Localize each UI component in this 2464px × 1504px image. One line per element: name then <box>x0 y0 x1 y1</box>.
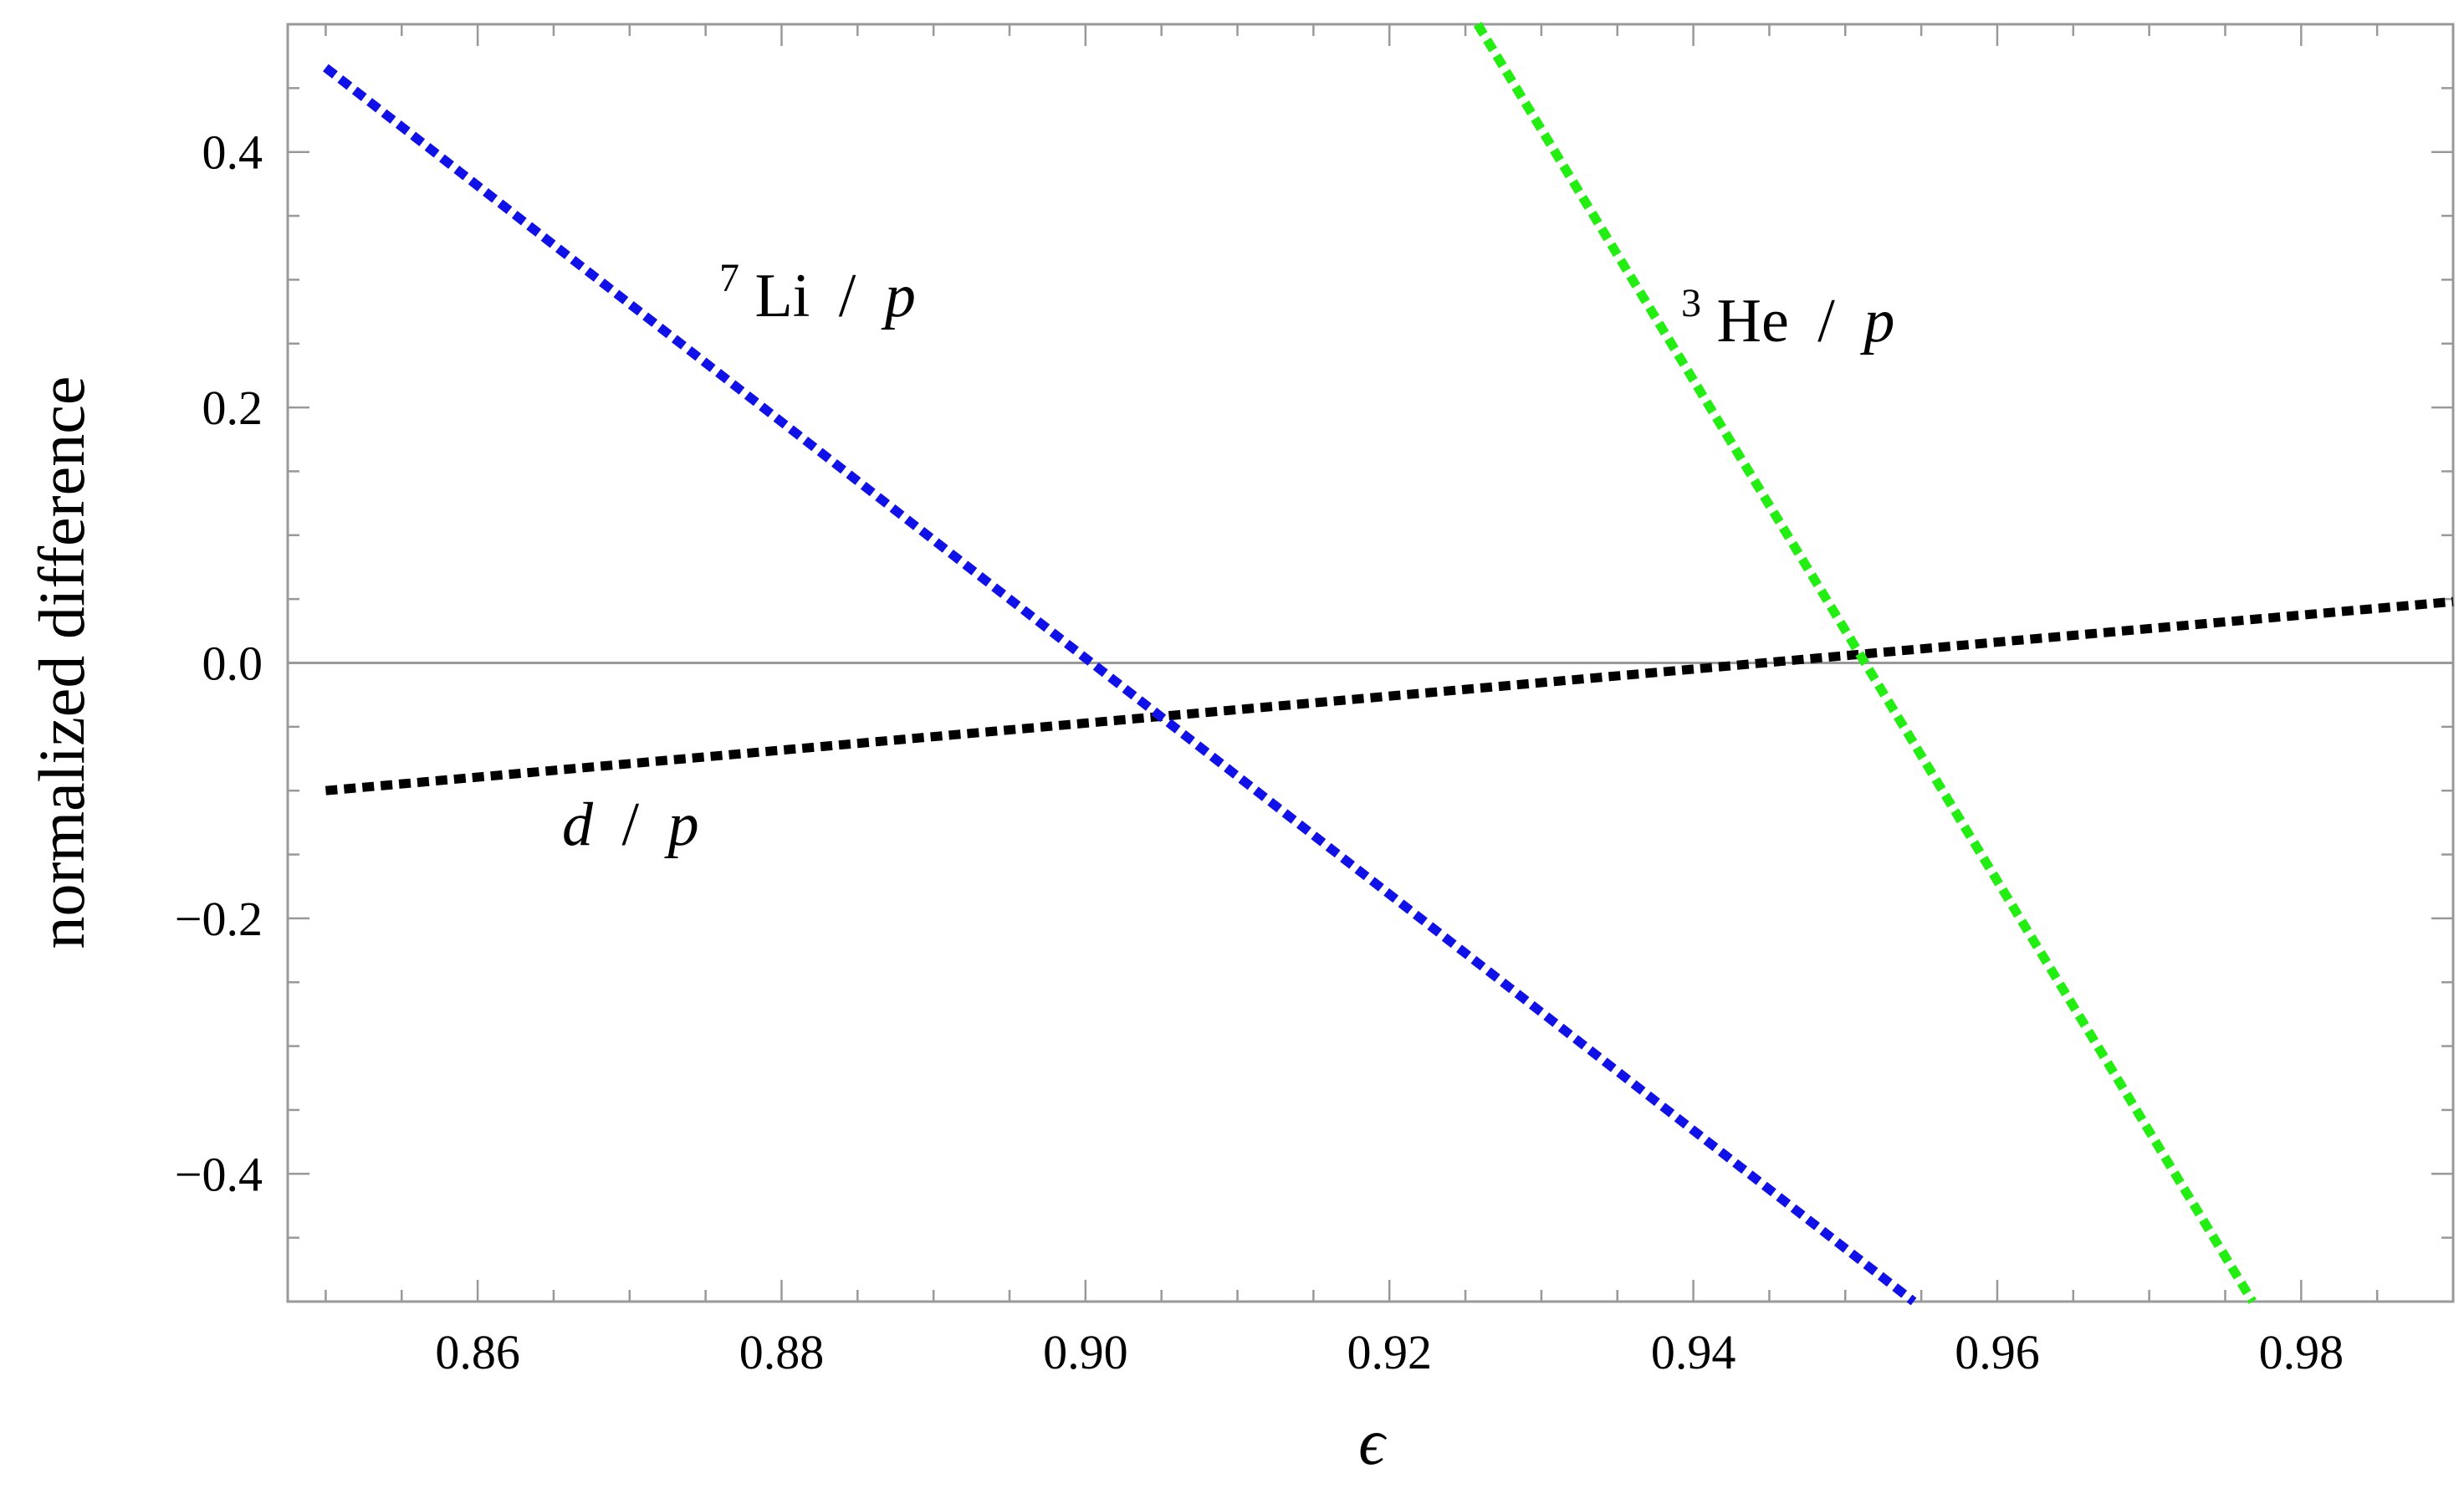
series-label-li-p: 7 Li / p <box>719 237 916 330</box>
y-tick-label: −0.4 <box>175 1147 263 1201</box>
y-tick-label: −0.2 <box>175 892 263 946</box>
series-line-0 <box>325 596 2454 795</box>
series-label-he-p: 3 He / p <box>1681 262 1894 356</box>
x-tick-label: 0.92 <box>1347 1325 1432 1379</box>
x-tick-label: 0.90 <box>1043 1325 1128 1379</box>
label-li-slash: / <box>839 262 856 330</box>
label-he-base: He <box>1717 287 1789 356</box>
label-li-tail: p <box>881 262 916 330</box>
label-li-base: Li <box>755 262 810 330</box>
label-he-tail: p <box>1859 287 1894 356</box>
y-axis-title: normalized difference <box>25 376 98 949</box>
x-tick-label: 0.98 <box>2259 1325 2344 1379</box>
label-d-tail: p <box>664 790 699 859</box>
series-line-2 <box>1473 22 2257 1304</box>
series-line-1 <box>323 64 1917 1306</box>
y-tick-label: 0.4 <box>202 125 263 180</box>
label-li-sup: 7 <box>719 256 739 300</box>
x-axis-title: ϵ <box>1358 1405 1387 1478</box>
y-tick-label: 0.0 <box>202 637 263 691</box>
y-ticks: −0.4 −0.2 0.0 0.2 0.4 <box>175 23 2453 1303</box>
x-tick-label: 0.86 <box>435 1325 520 1379</box>
series-lines <box>323 22 2454 1306</box>
series-label-d-p: d / p <box>562 790 699 859</box>
label-d-base: d <box>562 790 594 859</box>
label-he-sup: 3 <box>1681 281 1701 325</box>
label-he-slash: / <box>1817 287 1835 356</box>
x-tick-label: 0.88 <box>739 1325 825 1379</box>
x-tick-label: 0.94 <box>1651 1325 1736 1379</box>
x-ticks: 0.86 0.88 0.90 0.92 0.94 0.96 0.98 <box>325 24 2455 1379</box>
x-tick-label: 0.96 <box>1955 1325 2040 1379</box>
y-tick-label: 0.2 <box>202 381 263 435</box>
label-d-slash: / <box>622 790 640 859</box>
